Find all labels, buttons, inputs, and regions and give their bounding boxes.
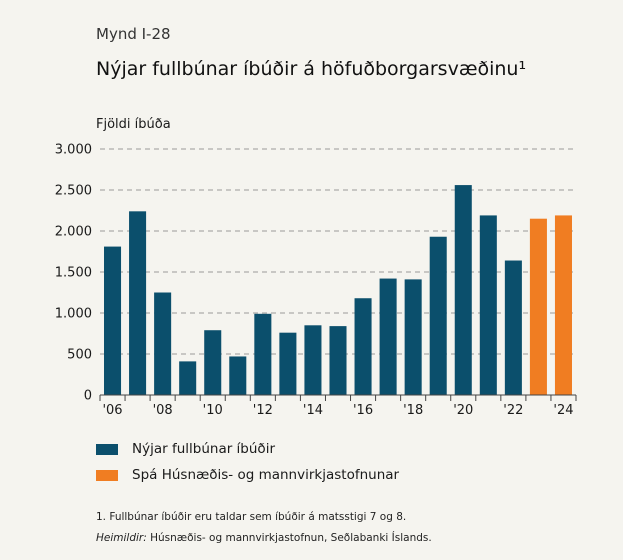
legend-swatch-forecast <box>96 469 118 481</box>
legend-label-forecast: Spá Húsnæðis- og mannvirkjastofnunar <box>132 467 400 483</box>
footnote: 1. Fullbúnar íbúðir eru taldar sem íbúði… <box>96 511 407 523</box>
bar-forecast <box>529 218 547 395</box>
x-tick-label: '14 <box>303 403 323 418</box>
bar-completed <box>354 298 372 395</box>
legend: Nýjar fullbúnar íbúðir Spá Húsnæðis- og … <box>96 438 399 490</box>
legend-label-completed: Nýjar fullbúnar íbúðir <box>132 441 275 457</box>
x-tick-label: '22 <box>503 403 523 418</box>
legend-swatch-completed <box>96 443 118 455</box>
bar-completed <box>329 326 347 395</box>
x-tick-label: '12 <box>253 403 273 418</box>
x-tick-label: '06 <box>102 403 122 418</box>
y-tick-label: 500 <box>67 348 92 363</box>
bar-completed <box>454 185 472 395</box>
x-tick-label: '18 <box>403 403 423 418</box>
bar-completed <box>254 313 272 395</box>
figure-label: Mynd I-28 <box>96 25 171 43</box>
legend-item-completed: Nýjar fullbúnar íbúðir <box>96 438 399 460</box>
y-tick-label: 0 <box>84 389 92 404</box>
bar-completed <box>429 236 447 395</box>
sources-text: Húsnæðis- og mannvirkjastofnun, Seðlaban… <box>146 532 432 544</box>
sources-note: Heimildir: Húsnæðis- og mannvirkjastofnu… <box>96 532 432 544</box>
bar-completed <box>129 211 147 395</box>
legend-item-forecast: Spá Húsnæðis- og mannvirkjastofnunar <box>96 464 399 486</box>
y-tick-label: 3.000 <box>55 143 92 158</box>
sources-label: Heimildir: <box>96 532 147 544</box>
bar-completed <box>479 215 497 395</box>
y-tick-label: 2.500 <box>55 184 92 199</box>
chart-title: Nýjar fullbúnar íbúðir á höfuðborgarsvæð… <box>96 58 527 80</box>
bar-completed <box>229 356 247 395</box>
bar-completed <box>404 279 422 395</box>
bar-completed <box>279 332 297 395</box>
y-tick-label: 1.500 <box>55 266 92 281</box>
bar-chart: 0 500 1.000 1.500 2.000 2.500 3.000 '06 '08 '10 '1… <box>55 143 577 418</box>
bar-completed <box>154 292 172 395</box>
bar-completed <box>204 330 222 395</box>
x-tick-label: '08 <box>153 403 173 418</box>
x-tick-label: '20 <box>453 403 473 418</box>
bar-completed <box>179 361 197 395</box>
bar-completed <box>379 278 397 395</box>
bar-completed <box>104 246 122 395</box>
y-tick-label: 2.000 <box>55 225 92 240</box>
x-tick-label: '16 <box>353 403 373 418</box>
y-axis-title: Fjöldi íbúða <box>96 117 171 132</box>
y-tick-label: 1.000 <box>55 307 92 322</box>
bar-completed <box>504 260 522 395</box>
bar-forecast <box>554 215 572 395</box>
bar-completed <box>304 325 322 395</box>
x-tick-label: '10 <box>203 403 223 418</box>
x-tick-label: '24 <box>553 403 573 418</box>
